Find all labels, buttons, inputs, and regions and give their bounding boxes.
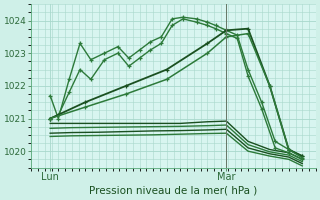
X-axis label: Pression niveau de la mer( hPa ): Pression niveau de la mer( hPa ) — [89, 186, 258, 196]
